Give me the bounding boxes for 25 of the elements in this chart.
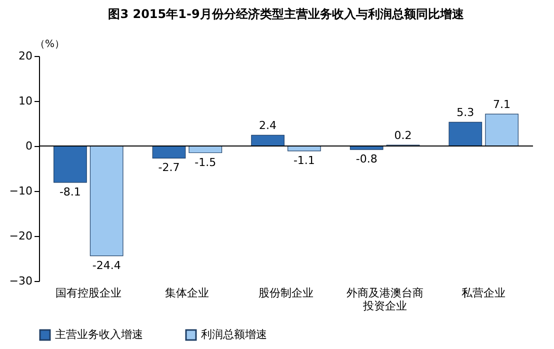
data-label: -1.5 <box>194 156 216 169</box>
legend-label: 利润总额增速 <box>201 328 267 341</box>
x-tick-label: 股份制企业 <box>258 286 314 300</box>
x-tick-label: 国有控股企业 <box>55 286 122 300</box>
data-label: 7.1 <box>493 98 511 112</box>
data-label: 0.2 <box>394 129 412 142</box>
y-tick-label: −20 <box>9 230 32 242</box>
y-tick-label: −10 <box>9 184 32 198</box>
x-tick-label: 外商及港澳台商投资企业 <box>346 286 424 312</box>
data-label: -1.1 <box>293 154 315 167</box>
y-tick-label: 20 <box>18 50 32 62</box>
data-label: 5.3 <box>456 106 474 120</box>
data-label: -2.7 <box>158 161 180 174</box>
y-tick-label: −30 <box>9 274 32 288</box>
data-label: -8.1 <box>59 185 81 198</box>
legend-label: 主营业务收入增速 <box>55 328 143 341</box>
y-tick-label: 10 <box>18 94 32 108</box>
chart-title: 图3 2015年1-9月份分经济类型主营业务收入与利润总额同比增速 <box>108 7 465 21</box>
data-label: -0.8 <box>356 152 378 166</box>
y-axis-title: （%） <box>35 39 65 50</box>
x-tick-label: 集体企业 <box>165 286 210 300</box>
y-tick-label: 0 <box>26 140 32 152</box>
data-label: 2.4 <box>259 119 277 132</box>
data-label: -24.4 <box>92 258 121 272</box>
x-tick-label: 私营企业 <box>462 286 506 300</box>
